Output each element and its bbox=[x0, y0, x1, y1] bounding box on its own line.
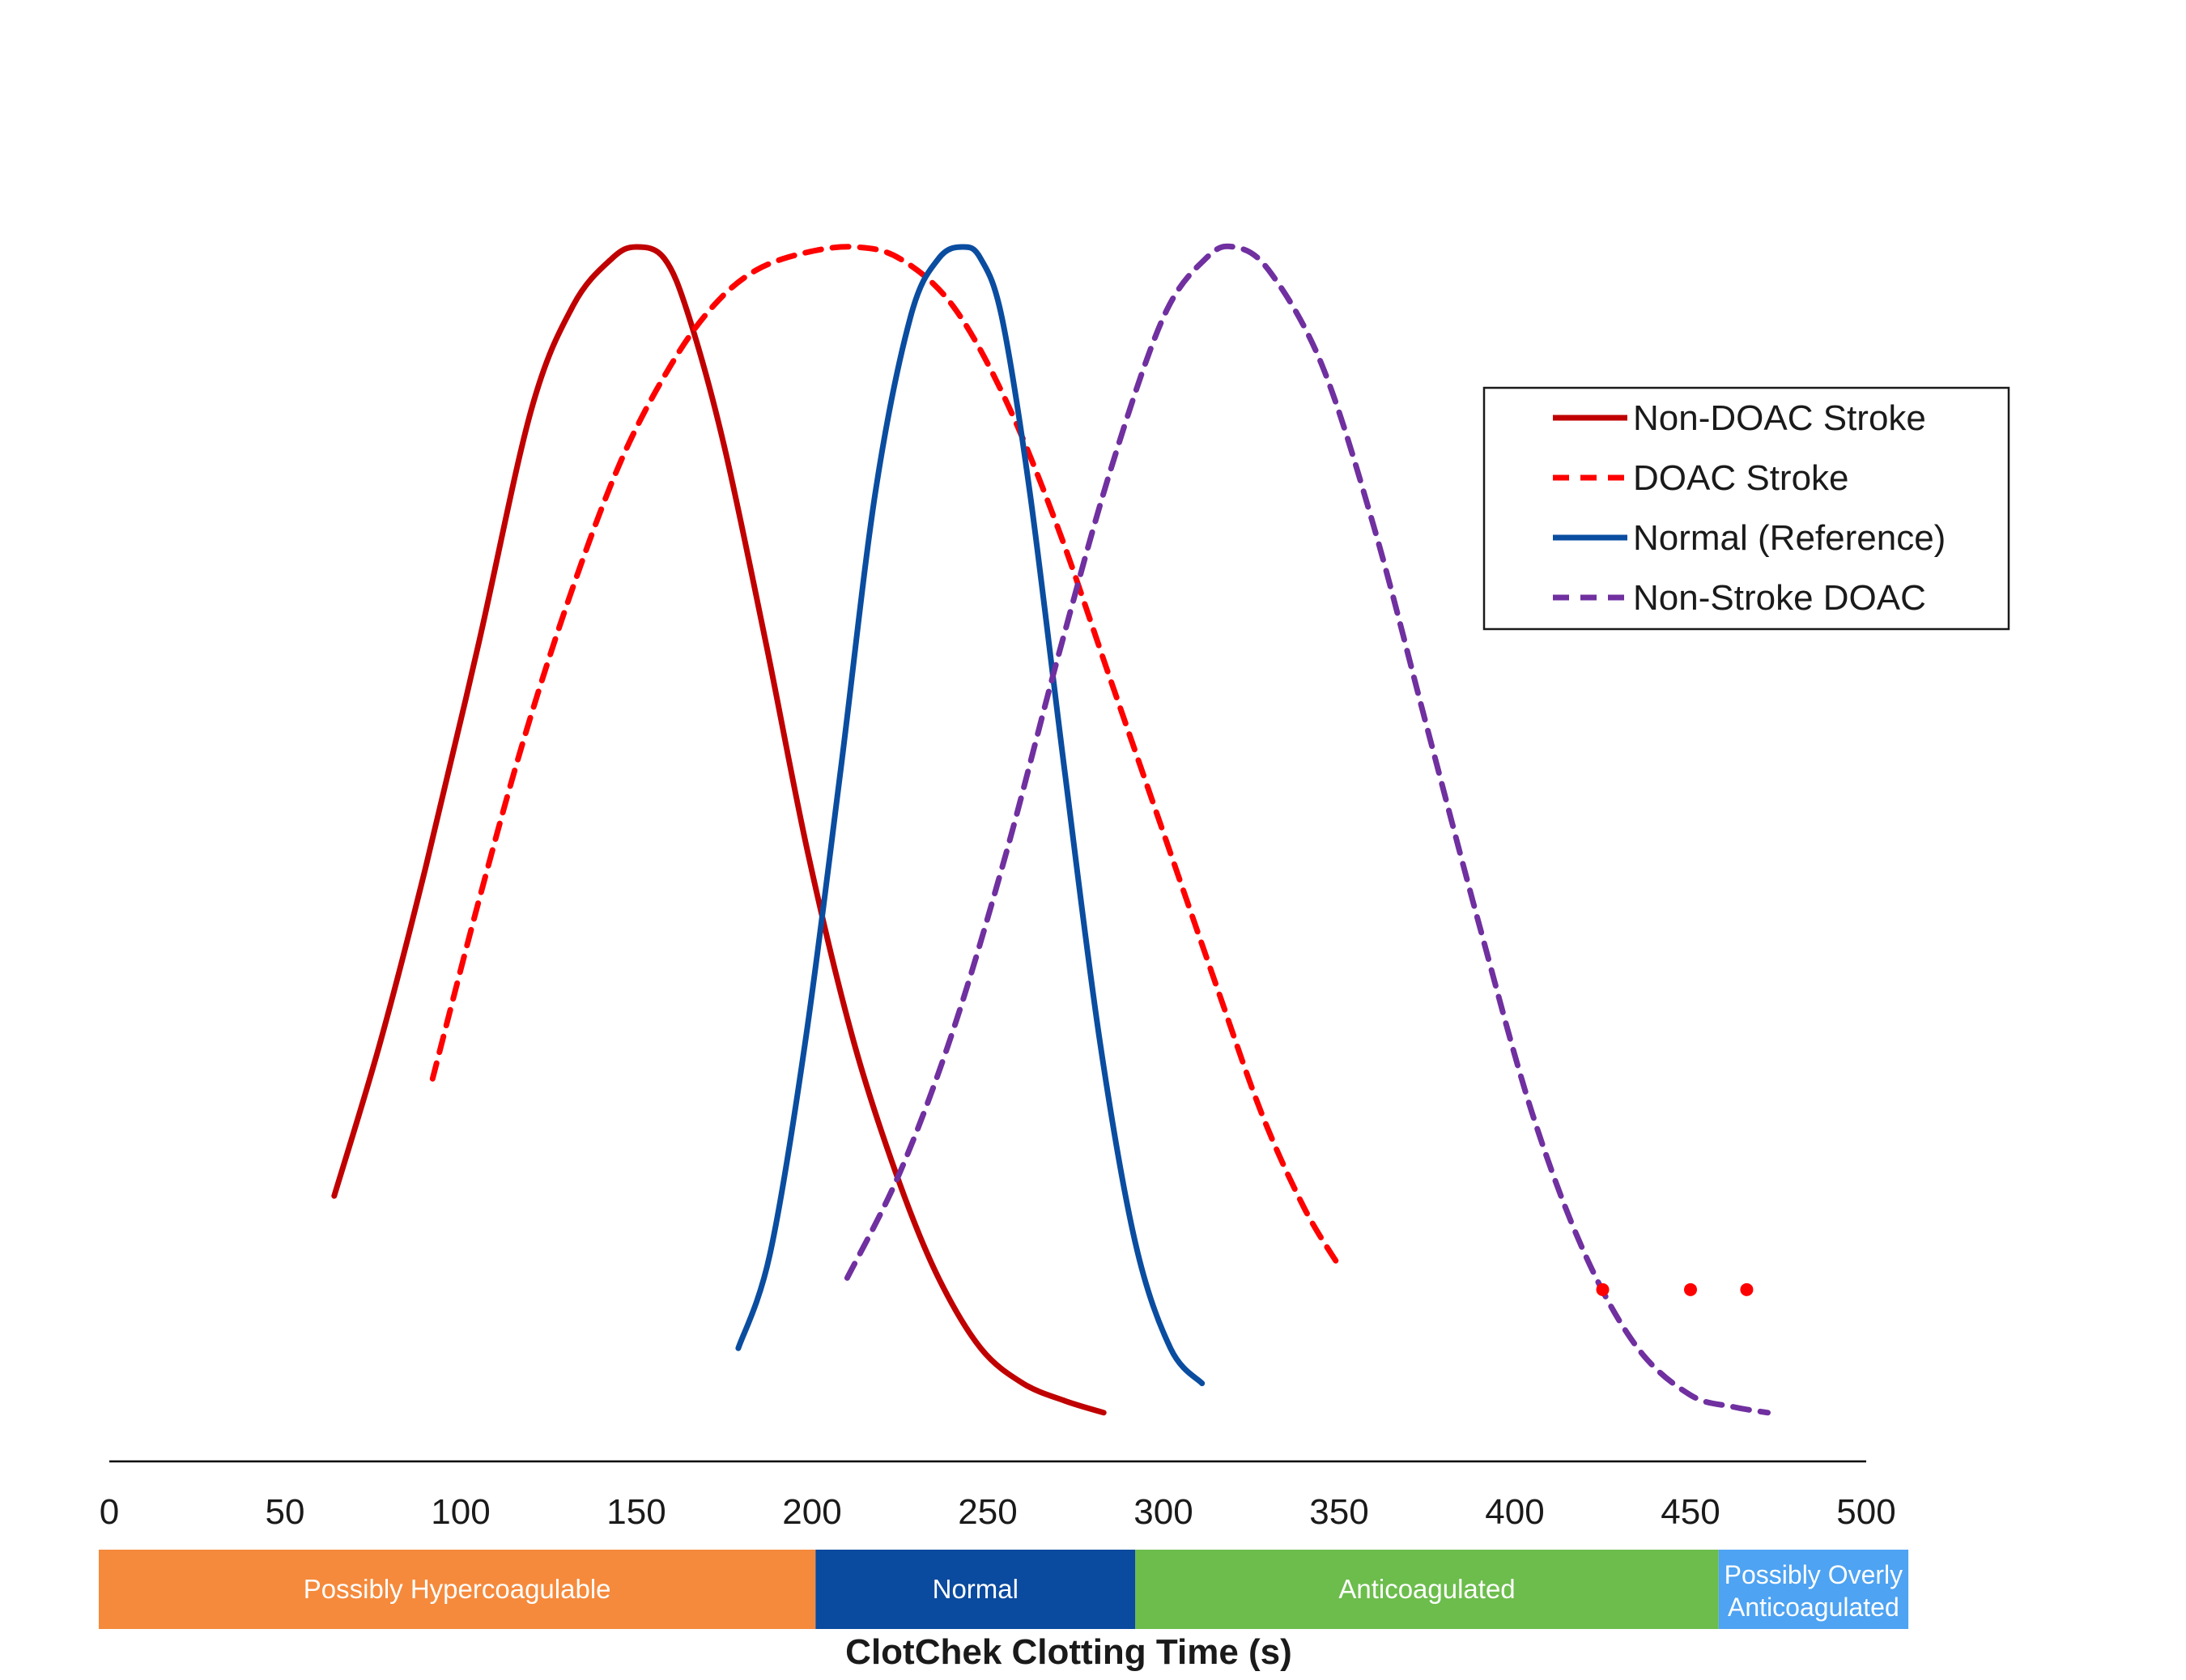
category-band-possibly-hypercoagulable bbox=[98, 1550, 816, 1629]
x-tick-label: 250 bbox=[958, 1492, 1017, 1532]
extra-point bbox=[1684, 1282, 1697, 1296]
x-axis-label: ClotChek Clotting Time (s) bbox=[845, 1632, 1292, 1672]
category-label: Normal bbox=[933, 1574, 1019, 1604]
x-tick-label: 500 bbox=[1836, 1492, 1895, 1532]
category-label: Possibly Overly Anticoagulated bbox=[1725, 1560, 1903, 1622]
series-line-doac-stroke bbox=[429, 244, 1342, 1270]
legend-label-doac-stroke: DOAC Stroke bbox=[1633, 458, 1849, 498]
category-band-anticoagulated bbox=[1135, 1550, 1719, 1629]
x-tick-label: 350 bbox=[1309, 1492, 1368, 1532]
category-band-normal bbox=[815, 1550, 1136, 1629]
legend: Non-DOAC Stroke DOAC Stroke Normal (Refere… bbox=[1482, 386, 2010, 631]
category-band-possibly-overly-anticoagulated bbox=[1718, 1550, 1909, 1629]
category-label: Possibly Hypercoagulable bbox=[304, 1574, 611, 1604]
x-tick-label: 100 bbox=[431, 1492, 490, 1532]
series-line-non-doac-stroke bbox=[331, 244, 1107, 1416]
legend-box bbox=[1482, 386, 2010, 631]
x-tick-label: 200 bbox=[782, 1492, 841, 1532]
category-label: Anticoagulated bbox=[1338, 1574, 1515, 1604]
x-tick-label: 450 bbox=[1661, 1492, 1720, 1532]
x-tick-label: 0 bbox=[100, 1492, 119, 1532]
extra-point bbox=[1740, 1282, 1754, 1296]
category-bar: Possibly Hypercoagulable Normal Anticoagul… bbox=[98, 1550, 1909, 1629]
x-tick-label: 300 bbox=[1133, 1492, 1193, 1532]
points-layer bbox=[1596, 1282, 1754, 1296]
x-tick-label: 150 bbox=[606, 1492, 666, 1532]
legend-label-normal-reference: Normal (Reference) bbox=[1633, 518, 1946, 558]
extra-point bbox=[1596, 1282, 1610, 1296]
series-line-normal-reference bbox=[735, 244, 1206, 1387]
x-tick-label: 50 bbox=[266, 1492, 305, 1532]
x-tick-labels: 0 50 100 150 200 250 300 350 400 450 500 bbox=[100, 1492, 1896, 1532]
legend-label-non-doac-stroke: Non-DOAC Stroke bbox=[1633, 398, 1926, 438]
legend-label-non-stroke-doac: Non-Stroke DOAC bbox=[1633, 578, 1926, 618]
curves-layer bbox=[331, 243, 1771, 1416]
x-tick-label: 400 bbox=[1485, 1492, 1544, 1532]
